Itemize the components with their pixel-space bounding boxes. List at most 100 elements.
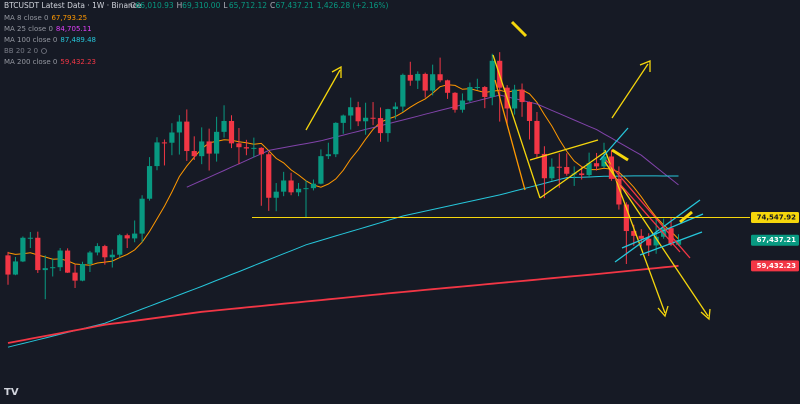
candle-body xyxy=(295,188,302,193)
candle-body xyxy=(363,117,369,122)
arrow-head xyxy=(639,60,651,72)
candle-body xyxy=(333,122,339,155)
trend-line xyxy=(605,159,691,259)
hammer-icon xyxy=(611,148,629,162)
ohlc-key: L xyxy=(223,1,228,10)
candle-body xyxy=(12,261,19,275)
candle-body xyxy=(199,141,205,157)
candle-body xyxy=(273,191,279,198)
candle-body xyxy=(549,166,555,179)
candle-body xyxy=(422,73,428,91)
candle-body xyxy=(243,147,249,149)
candle-body xyxy=(489,60,495,97)
candle-body xyxy=(109,254,115,258)
ohlc-key: O xyxy=(130,1,136,10)
candle-body xyxy=(154,142,160,167)
candle-body xyxy=(482,87,488,97)
candle-body xyxy=(556,166,562,168)
drawings xyxy=(305,20,711,321)
ohlc-value: 67,437.21 xyxy=(276,1,314,10)
candle-body xyxy=(191,151,197,157)
candle-body xyxy=(161,142,168,144)
candle-body xyxy=(5,255,11,275)
arrow xyxy=(604,161,709,317)
legend-entry: MA 100 close 0 xyxy=(4,36,57,44)
candle-body xyxy=(288,180,294,193)
candle-body xyxy=(20,237,26,262)
price-axis xyxy=(750,0,800,384)
last-price-label-bg xyxy=(751,234,799,246)
candle-body xyxy=(653,236,659,246)
candle-body xyxy=(139,198,145,234)
arrow xyxy=(305,69,341,131)
candle-body xyxy=(169,132,175,143)
candle-body xyxy=(415,73,421,81)
trend-line xyxy=(494,79,526,191)
candle-body xyxy=(534,120,540,154)
ohlc-key: C xyxy=(270,1,275,10)
ma-price-label-bg xyxy=(751,260,799,272)
candle-body xyxy=(526,102,533,121)
candle-body xyxy=(459,100,466,110)
logo: TV xyxy=(4,387,19,398)
channel-line xyxy=(621,213,704,249)
last-price-label: 67,437.21 xyxy=(757,236,797,244)
trend-line xyxy=(611,174,681,253)
candle-body xyxy=(385,109,391,134)
candle-body xyxy=(214,131,220,154)
candle-body xyxy=(430,74,436,91)
candle-body xyxy=(616,178,622,205)
logo-mark: TV xyxy=(4,387,19,398)
level-label-bg xyxy=(751,211,799,223)
ohlc-value: 69,310.00 xyxy=(182,1,220,10)
candle-body xyxy=(94,246,100,253)
arrow-head xyxy=(700,308,711,321)
candle-body xyxy=(72,272,78,281)
candle-body xyxy=(310,183,317,189)
legend-entry: BB 20 2 0 xyxy=(4,47,38,55)
arrow-head xyxy=(657,305,669,318)
candle-body xyxy=(65,250,71,273)
candle-body xyxy=(50,267,56,269)
candle-body xyxy=(377,118,384,134)
candle-body xyxy=(79,264,86,281)
legend-value: 59,432.23 xyxy=(60,58,96,66)
candle-body xyxy=(318,156,324,184)
header-title: BTCUSDT Latest Data · 1W · Binance xyxy=(4,1,142,10)
candle-body xyxy=(348,107,354,116)
channel-line xyxy=(599,127,629,161)
ma-price-label: 59,432.23 xyxy=(757,262,797,270)
candle-body xyxy=(631,231,637,236)
candle-body xyxy=(303,188,309,190)
candle-body xyxy=(392,106,398,110)
candle-body xyxy=(132,233,138,239)
candle-body xyxy=(281,180,287,192)
candle-body xyxy=(474,87,480,89)
candle-body xyxy=(601,156,607,167)
candle-body xyxy=(444,80,451,93)
candle-body xyxy=(266,154,272,198)
trend-line xyxy=(492,54,541,199)
y-axis: 74,547.92 67,437.21 59,432.23 xyxy=(751,211,799,272)
candle-body xyxy=(519,89,525,103)
candle-body xyxy=(236,143,242,148)
candle-body xyxy=(355,107,361,122)
candle-body xyxy=(184,121,190,152)
candle-body xyxy=(437,74,443,81)
candle-body xyxy=(176,121,182,133)
ohlc-value: 66,010.93 xyxy=(136,1,174,10)
candle-body xyxy=(57,250,63,268)
eye-icon xyxy=(41,48,47,54)
candle-body xyxy=(27,237,33,239)
legend-value: 87,489.48 xyxy=(60,36,96,44)
ma-line xyxy=(7,175,679,348)
candle-body xyxy=(35,237,41,271)
arrow-head xyxy=(331,65,342,78)
candle-body xyxy=(258,147,264,155)
channel-line xyxy=(639,231,703,256)
trend-line xyxy=(529,139,599,161)
candle-body xyxy=(251,147,257,149)
